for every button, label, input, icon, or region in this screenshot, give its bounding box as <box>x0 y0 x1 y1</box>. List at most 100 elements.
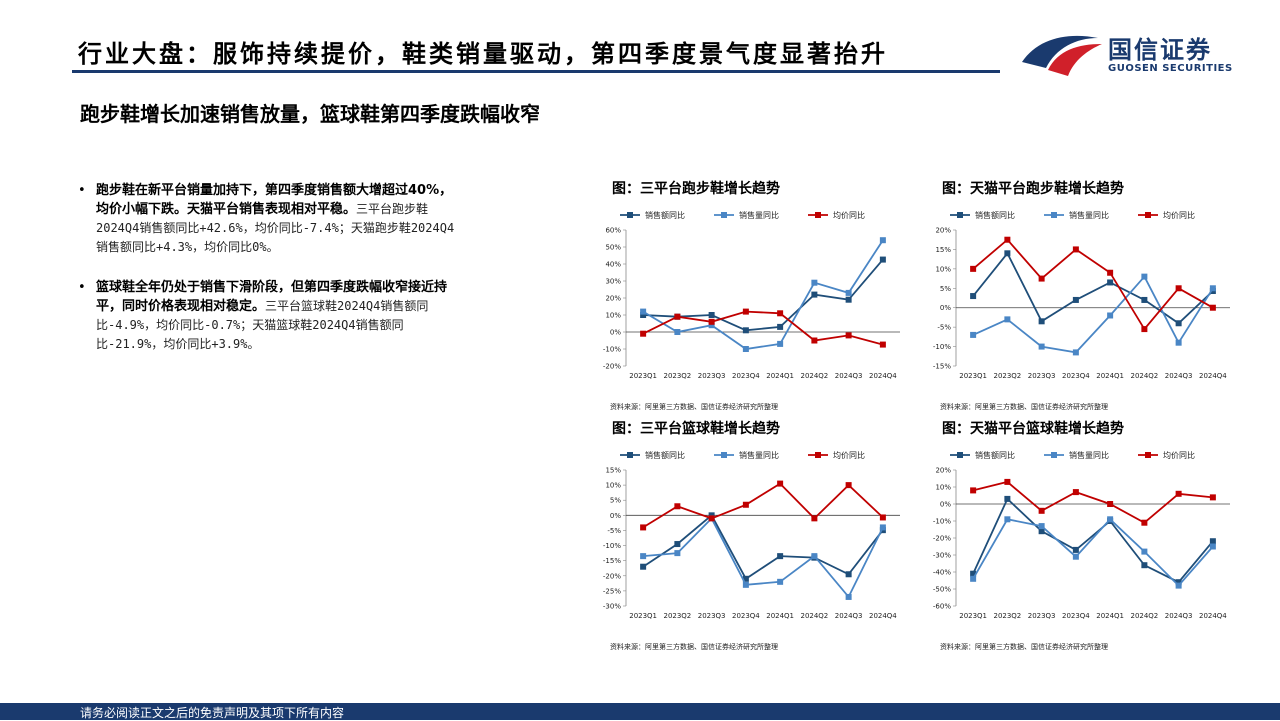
series-line <box>642 513 884 581</box>
y-tick-label: -30% <box>603 603 621 611</box>
data-point <box>845 593 852 600</box>
data-point <box>640 308 647 315</box>
y-tick-label: 5% <box>610 497 621 505</box>
data-point <box>1072 296 1079 303</box>
data-point <box>1072 246 1079 253</box>
data-point <box>1004 478 1011 485</box>
y-tick-label: 15% <box>935 246 951 254</box>
guosen-logo-mark <box>1022 35 1102 76</box>
data-point <box>1038 528 1045 535</box>
data-point <box>1175 579 1182 586</box>
data-point <box>1209 304 1216 311</box>
series-line <box>972 251 1214 325</box>
data-point <box>1175 582 1182 589</box>
legend-label: 销售量同比 <box>739 450 779 460</box>
y-tick-label: -20% <box>933 535 951 543</box>
chart-svg: 销售额同比 销售量同比 均价同比 -60% -50% -40% -30% -20% -10% 0%… <box>933 450 1230 620</box>
data-point <box>970 487 977 494</box>
y-tick-label: 20% <box>935 467 951 475</box>
data-point <box>742 575 749 582</box>
x-tick-label: 2024Q3 <box>835 612 863 620</box>
data-point <box>1141 519 1148 526</box>
legend-marker <box>721 452 727 458</box>
data-point <box>708 318 715 325</box>
legend-label: 均价同比 <box>833 210 865 220</box>
x-tick-label: 2024Q3 <box>1165 612 1193 620</box>
x-tick-label: 2024Q3 <box>835 372 863 380</box>
legend-marker <box>1051 452 1057 458</box>
chart-basketball-tmall: 图：天猫平台篮球鞋增长趋势 销售额同比 销售量同比 均价同比 -60% -50% -40%… <box>912 418 1242 653</box>
legend-label: 均价同比 <box>1163 450 1195 460</box>
legend-label: 销售额同比 <box>975 450 1015 460</box>
legend-marker <box>957 212 963 218</box>
series-line <box>972 275 1214 354</box>
data-point <box>1072 489 1079 496</box>
page-title: 行业大盘：服饰持续提价，鞋类销量驱动，第四季度景气度显著抬升 <box>78 40 888 68</box>
data-point <box>879 256 886 263</box>
y-tick-label: -10% <box>933 518 951 526</box>
y-tick-label: 10% <box>935 484 951 492</box>
data-point <box>1141 273 1148 280</box>
data-point <box>1209 543 1216 550</box>
series-line <box>643 516 884 599</box>
data-point <box>845 571 852 578</box>
y-tick-label: -40% <box>933 569 951 577</box>
series-line <box>642 239 884 350</box>
data-point <box>1107 516 1114 523</box>
y-tick-label: 30% <box>605 278 621 286</box>
data-point <box>1038 275 1045 282</box>
x-tick-label: 2023Q4 <box>1062 372 1090 380</box>
series-line <box>972 518 1214 587</box>
data-point <box>674 329 681 335</box>
data-point <box>1004 495 1011 502</box>
legend-label: 销售量同比 <box>1069 210 1109 220</box>
x-tick-label: 2023Q1 <box>629 372 657 380</box>
y-tick-label: -15% <box>603 557 621 565</box>
legend-marker <box>815 452 821 458</box>
data-point <box>1107 269 1114 276</box>
x-tick-label: 2024Q1 <box>766 612 794 620</box>
x-tick-label: 2023Q2 <box>663 372 691 380</box>
footer-disclaimer: 请务必阅读正文之后的免责声明及其项下所有内容 <box>80 706 345 720</box>
data-point <box>674 541 681 548</box>
y-tick-label: 50% <box>605 244 621 252</box>
guosen-logo: 国信证券 GUOSEN SECURITIES <box>1018 28 1248 78</box>
legend-marker <box>627 452 633 458</box>
series-line <box>642 482 884 529</box>
chart-source: 资料来源：阿里第三方数据、国信证券经济研究所整理 <box>610 403 778 411</box>
data-point <box>674 503 681 510</box>
title-divider <box>72 70 1000 73</box>
x-tick-label: 2023Q1 <box>959 372 987 380</box>
chart-running-3platform: 图：三平台跑步鞋增长趋势 销售额同比 销售量同比 均价同比 -20% -10% 0% 10%… <box>582 178 912 413</box>
data-point <box>1141 562 1148 569</box>
x-tick-label: 2024Q4 <box>1199 372 1227 380</box>
data-point <box>1175 339 1182 346</box>
y-tick-label: 0% <box>610 512 621 520</box>
legend-label: 销售额同比 <box>645 450 685 460</box>
data-point <box>1072 546 1079 553</box>
y-tick-label: 10% <box>605 312 621 320</box>
data-point <box>1141 296 1148 303</box>
data-point <box>879 237 886 244</box>
data-point <box>1175 285 1182 292</box>
data-point <box>708 515 715 522</box>
y-tick-label: 10% <box>935 265 951 273</box>
bullet-marker: • <box>78 183 86 198</box>
series-line <box>972 497 1214 584</box>
data-point <box>640 524 647 531</box>
y-tick-label: 20% <box>935 227 951 235</box>
legend-marker <box>1051 212 1057 218</box>
y-tick-label: -10% <box>603 346 621 354</box>
data-point <box>1107 312 1114 319</box>
legend-marker <box>627 212 633 218</box>
data-point <box>1072 349 1079 356</box>
data-point <box>742 581 749 588</box>
data-point <box>777 340 784 347</box>
legend-marker <box>815 212 821 218</box>
x-tick-label: 2023Q3 <box>698 372 726 380</box>
data-point <box>674 550 681 557</box>
chart-svg: 销售额同比 销售量同比 均价同比 -20% -10% 0% 10% 20% 30% 40% 50% 6… <box>603 210 900 380</box>
data-point <box>970 331 977 338</box>
data-point <box>674 313 681 320</box>
data-point <box>845 289 852 296</box>
